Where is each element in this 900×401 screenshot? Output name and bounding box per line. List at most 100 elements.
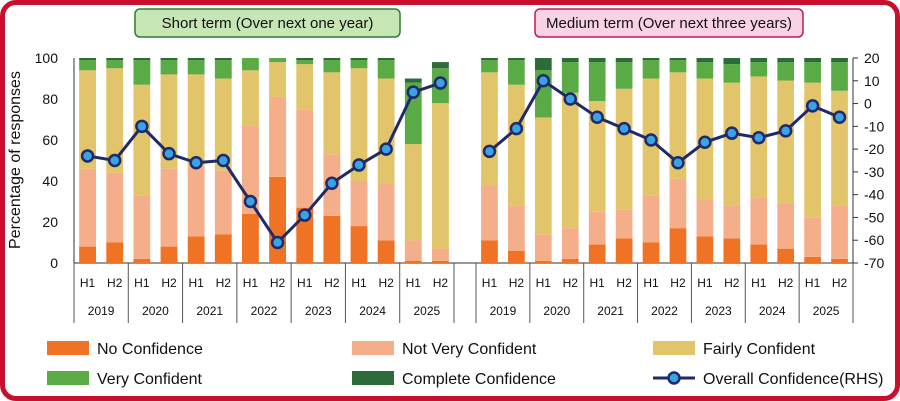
overall-confidence-point: [270, 235, 285, 250]
bar-segment-very-confident: [160, 60, 178, 75]
bar-segment-not-very-confident: [723, 205, 741, 239]
bar-segment-no-confidence: [534, 260, 552, 263]
overall-confidence-point: [243, 194, 258, 209]
bar-segment-fairly-confident: [323, 72, 341, 155]
bar-segment-fairly-confident: [133, 84, 151, 196]
bar-segment-no-confidence: [696, 236, 714, 263]
bar-segment-fairly-confident: [588, 101, 606, 212]
x-half-label: H2: [670, 276, 686, 290]
x-half-label: H1: [188, 276, 204, 290]
bar-segment-no-confidence: [432, 260, 449, 263]
bar-segment-no-confidence: [214, 234, 232, 263]
overall-confidence-point: [297, 208, 312, 222]
bar-segment-not-very-confident: [777, 203, 795, 249]
x-year-label: 2020: [142, 304, 169, 318]
bar-segment-not-very-confident: [187, 166, 205, 237]
bar-segment-very-confident: [831, 62, 848, 91]
x-half-label: H2: [270, 276, 286, 290]
panel-title-box: [534, 8, 804, 38]
y-left-tick-label: 100: [35, 50, 59, 66]
bar-segment-not-very-confident: [831, 205, 848, 259]
bar-segment-fairly-confident: [831, 90, 848, 206]
x-half-label: H1: [697, 276, 713, 290]
bar-segment-not-very-confident: [588, 211, 606, 245]
bar-segment-complete-confidence: [804, 58, 821, 63]
bar-segment-not-very-confident: [269, 96, 286, 177]
bar-segment-no-confidence: [831, 258, 848, 263]
overall-confidence-point: [805, 99, 820, 113]
bar-segment-complete-confidence: [214, 58, 232, 61]
bar-segment-complete-confidence: [561, 58, 579, 63]
bar-segment-no-confidence: [350, 226, 368, 263]
bar-segment-no-confidence: [804, 256, 821, 263]
bar-segment-very-confident: [777, 62, 795, 81]
bar-segment-complete-confidence: [831, 58, 848, 63]
bar-segment-not-very-confident: [160, 168, 178, 247]
overall-confidence-point: [216, 153, 231, 168]
y-left-tick-label: 60: [42, 132, 58, 148]
bar-segment-not-very-confident: [106, 172, 124, 243]
legend-label-very-confident: Very Confident: [97, 371, 203, 388]
bar-segment-no-confidence: [481, 240, 498, 263]
bar-segment-not-very-confident: [534, 234, 552, 261]
overall-confidence-point: [433, 76, 448, 90]
bar-segment-not-very-confident: [669, 178, 687, 229]
bar-segment-complete-confidence: [534, 58, 552, 71]
legend-label-complete-confidence: Complete Confidence: [402, 371, 556, 388]
panel-title: Short term (Over next one year): [162, 15, 374, 32]
bar-segment-not-very-confident: [750, 197, 768, 245]
bar-segment-not-very-confident: [79, 168, 96, 247]
bar-segment-fairly-confident: [615, 88, 633, 210]
x-half-label: H2: [324, 276, 340, 290]
y-left-tick-label: 0: [50, 255, 58, 271]
x-year-label: 2023: [705, 304, 732, 318]
legend-marker-overall-confidence-rhs: [667, 371, 681, 385]
x-year-label: 2024: [759, 304, 786, 318]
bar-segment-very-confident: [723, 64, 741, 83]
bar-segment-complete-confidence: [350, 58, 368, 61]
panel-title-box: [134, 8, 401, 38]
x-half-label: H1: [643, 276, 659, 290]
bar-segment-complete-confidence: [106, 58, 124, 61]
bar-segment-complete-confidence: [750, 58, 768, 63]
legend-swatch-complete-confidence: [352, 371, 394, 385]
bar-segment-complete-confidence: [432, 62, 449, 69]
bar-segment-no-confidence: [777, 248, 795, 263]
bar-segment-fairly-confident: [481, 72, 498, 186]
bar-segment-fairly-confident: [561, 92, 579, 229]
x-half-label: H2: [832, 276, 848, 290]
x-year-label: 2025: [414, 304, 441, 318]
bar-segment-very-confident: [79, 60, 96, 71]
overall-confidence-point: [162, 146, 176, 161]
bar-segment-very-confident: [669, 60, 687, 73]
x-half-label: H2: [161, 276, 177, 290]
bar-segment-very-confident: [615, 62, 633, 89]
overall-confidence-point: [671, 156, 685, 170]
y-axis-label: Percentage of responses: [7, 71, 24, 249]
bar-segment-not-very-confident: [432, 248, 449, 261]
bar-segment-fairly-confident: [377, 78, 395, 184]
bar-segment-fairly-confident: [404, 144, 422, 241]
bar-segment-not-very-confident: [214, 170, 232, 235]
bar-segment-not-very-confident: [696, 199, 714, 237]
x-half-label: H2: [724, 276, 740, 290]
y-right-tick-label: -10: [864, 118, 884, 134]
bar-segment-no-confidence: [642, 242, 660, 263]
bar-segment-no-confidence: [160, 246, 178, 263]
legend-label-no-confidence: No Confidence: [97, 341, 203, 358]
bar-segment-complete-confidence: [296, 58, 314, 61]
overall-confidence-point: [482, 144, 497, 159]
bar-segment-no-confidence: [106, 242, 124, 263]
bar-segment-fairly-confident: [508, 84, 525, 206]
y-left-tick-label: 20: [42, 214, 58, 230]
bar-segment-complete-confidence: [508, 58, 525, 61]
x-half-label: H1: [751, 276, 767, 290]
x-half-label: H2: [216, 276, 232, 290]
overall-confidence-point: [107, 153, 122, 168]
y-right-tick-label: 20: [864, 50, 880, 66]
bar-segment-no-confidence: [615, 238, 633, 263]
bar-segment-very-confident: [804, 62, 821, 83]
panel-title: Medium term (Over next three years): [546, 15, 792, 32]
x-half-label: H1: [590, 276, 606, 290]
bar-segment-no-confidence: [669, 228, 687, 263]
